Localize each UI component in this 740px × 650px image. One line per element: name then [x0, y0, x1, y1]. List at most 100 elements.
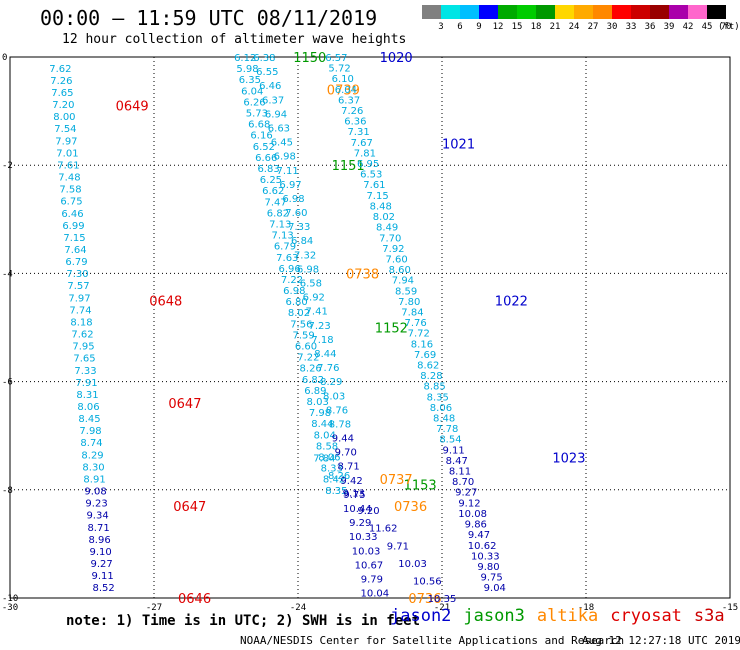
- swh-value: 7.78: [436, 424, 458, 435]
- pass-time-label: 1020: [380, 51, 413, 66]
- satellite-name: altika: [536, 606, 599, 626]
- legend-swatch: [688, 5, 707, 19]
- swh-value: 8.06: [318, 453, 340, 464]
- swh-value: 8.35: [427, 392, 449, 403]
- swh-value: 6.37: [338, 95, 360, 106]
- swh-value: 8.03: [323, 391, 345, 402]
- swh-value: 6.16: [250, 131, 272, 142]
- chart-subtitle: 12 hour collection of altimeter wave hei…: [62, 32, 407, 47]
- satellite-name: s3a: [693, 606, 725, 626]
- legend-swatch: [460, 5, 479, 19]
- swh-value: 7.58: [59, 185, 81, 196]
- swh-value: 8.54: [439, 435, 461, 446]
- swh-value: 7.18: [311, 335, 333, 346]
- swh-value: 8.06: [77, 402, 99, 413]
- swh-value: 8.60: [389, 265, 411, 276]
- swh-value: 6.38: [253, 53, 275, 64]
- swh-value: 6.99: [62, 221, 84, 232]
- legend-label: 36: [644, 22, 656, 32]
- swh-value: 6.10: [332, 74, 354, 85]
- legend-label: 9: [476, 22, 482, 32]
- swh-value: 8.85: [423, 382, 445, 393]
- swh-value: 6.25: [260, 175, 282, 186]
- swh-value: 7.80: [398, 297, 420, 308]
- satellite-name: jason2: [390, 606, 452, 626]
- swh-value: 8.03: [307, 397, 329, 408]
- swh-value: 8.02: [288, 308, 310, 319]
- y-tick-label: -10: [2, 594, 18, 604]
- swh-value: 9.79: [361, 574, 383, 585]
- swh-value: 7.98: [79, 426, 101, 437]
- pass-time-label: 1150: [293, 51, 326, 66]
- legend-label: 3: [438, 22, 444, 32]
- pass-time-label: 0739: [327, 83, 360, 98]
- swh-value: 7.32: [294, 250, 316, 261]
- swh-value: 7.54: [54, 124, 76, 135]
- pass-time-label: 0646: [178, 592, 211, 607]
- swh-value: 5.72: [328, 64, 350, 75]
- legend-label: 6: [457, 22, 463, 32]
- pass-time-label: 1153: [404, 478, 437, 493]
- swh-value: 9.11: [91, 571, 113, 582]
- swh-value: 7.13: [271, 231, 293, 242]
- swh-value: 7.97: [55, 136, 77, 147]
- swh-value: 6.37: [262, 95, 284, 106]
- swh-value: 7.63: [276, 253, 298, 264]
- swh-value: 7.15: [366, 191, 388, 202]
- pass-time-label: 1022: [495, 294, 528, 309]
- pass-time-label: 0648: [149, 294, 182, 309]
- chart-title: 00:00 – 11:59 UTC 08/11/2019: [40, 6, 378, 30]
- swh-value: 10.03: [398, 559, 427, 570]
- swh-value: 8.74: [80, 438, 102, 449]
- timestamp: Aug 12 12:27:18 UTC 2019: [582, 634, 740, 647]
- legend-label: 24: [568, 22, 580, 32]
- swh-value: 7.69: [414, 350, 436, 361]
- pass-time-label: 0649: [116, 100, 149, 115]
- swh-value: 6.66: [255, 153, 277, 164]
- swh-value: 8.96: [88, 535, 110, 546]
- legend-label: 15: [511, 22, 523, 32]
- swh-value: 9.29: [349, 518, 371, 529]
- swh-value: 10.08: [458, 509, 487, 520]
- swh-value: 7.33: [74, 366, 96, 377]
- swh-value: 8.16: [411, 339, 433, 350]
- swh-value: 7.61: [363, 180, 385, 191]
- swh-value: 6.79: [65, 257, 87, 268]
- swh-value: 6.98: [283, 286, 305, 297]
- swh-value: 9.27: [455, 488, 477, 499]
- x-tick-label: -30: [2, 603, 18, 613]
- swh-value: 10.62: [468, 541, 497, 552]
- legend-label: 39: [663, 22, 675, 32]
- swh-value: 6.53: [360, 170, 382, 181]
- swh-value: 9.11: [442, 445, 464, 456]
- swh-value: 6.92: [303, 293, 325, 304]
- swh-value: 7.57: [67, 281, 89, 292]
- swh-value: 7.94: [392, 276, 414, 287]
- swh-value: 6.26: [243, 97, 265, 108]
- swh-value: 10.03: [352, 546, 381, 557]
- swh-value: 9.20: [357, 506, 379, 517]
- swh-value: 8.06: [430, 403, 452, 414]
- swh-value: 8.26: [300, 364, 322, 375]
- swh-value: 5.98: [236, 64, 258, 75]
- legend-label: 70: [720, 22, 732, 32]
- satellite-name: cryosat: [610, 606, 682, 626]
- y-tick-label: -4: [2, 269, 13, 279]
- swh-value: 7.60: [385, 254, 407, 265]
- legend-swatch: [574, 5, 593, 19]
- swh-value: 7.65: [51, 88, 73, 99]
- swh-value: 10.67: [355, 560, 384, 571]
- swh-value: 9.44: [332, 434, 354, 445]
- swh-value: 10.33: [471, 551, 500, 562]
- swh-value: 9.42: [340, 476, 362, 487]
- swh-value: 6.12: [234, 53, 256, 64]
- swh-value: 6.58: [300, 279, 322, 290]
- swh-value: 6.97: [279, 180, 301, 191]
- satellite-legend: jason2 jason3 altika cryosat s3a: [390, 606, 737, 626]
- swh-value: 6.96: [278, 264, 300, 275]
- swh-value: 6.60: [295, 342, 317, 353]
- swh-value: 7.33: [288, 222, 310, 233]
- swh-value: 7.95: [72, 342, 94, 353]
- legend-label: 30: [606, 22, 618, 32]
- swh-value: 9.27: [90, 559, 112, 570]
